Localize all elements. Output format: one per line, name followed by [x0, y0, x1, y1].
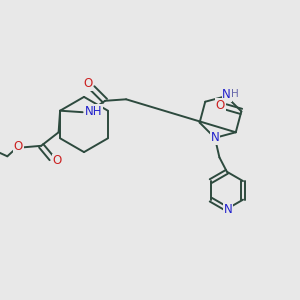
- Text: O: O: [216, 99, 225, 112]
- Text: N: N: [211, 131, 219, 144]
- Text: O: O: [52, 154, 62, 167]
- Text: N: N: [222, 88, 231, 101]
- Text: H: H: [231, 89, 239, 99]
- Text: O: O: [14, 140, 23, 153]
- Text: NH: NH: [85, 105, 102, 118]
- Text: N: N: [224, 203, 233, 216]
- Text: O: O: [83, 77, 93, 90]
